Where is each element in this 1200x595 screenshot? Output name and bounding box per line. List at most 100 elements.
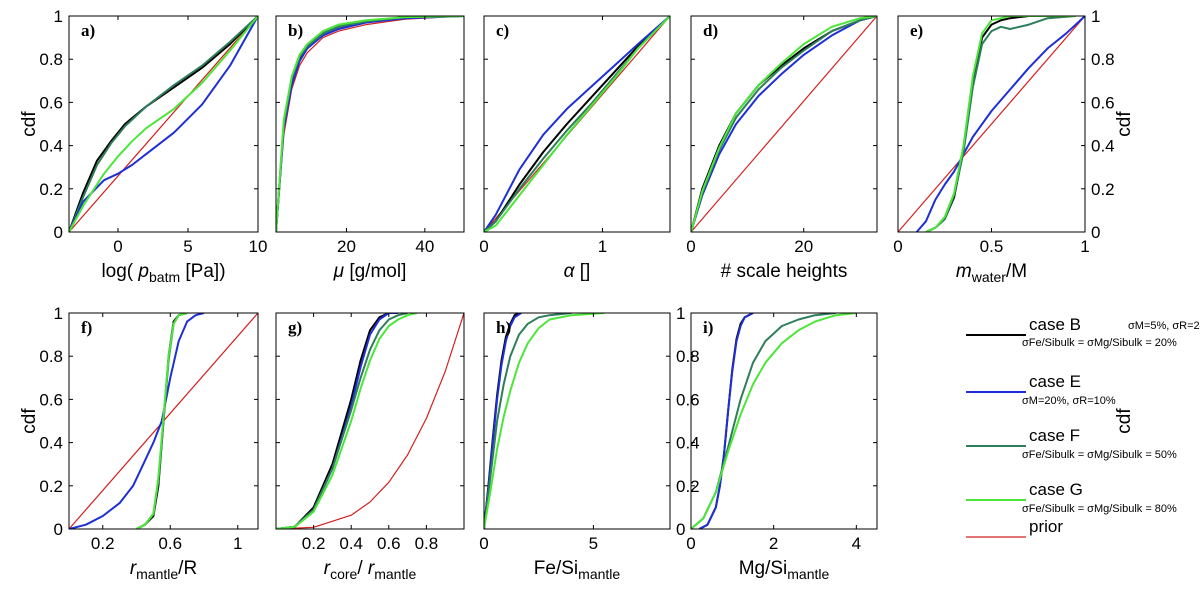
series-line-case_g (691, 16, 877, 232)
panel-label: a) (81, 21, 95, 40)
panel-frame (275, 312, 465, 530)
x-tick-label: 5 (589, 534, 598, 553)
legend-sublabel: σFe/Sibulk = σMg/Sibulk = 50% (1022, 449, 1177, 461)
y-axis-label: cdf (1114, 111, 1135, 137)
y-tick-label: 0 (54, 520, 63, 539)
legend-label: case G (1029, 480, 1083, 499)
y-tick-label: 0.4 (39, 434, 63, 453)
series-line-case_f (69, 16, 258, 232)
series-line-prior (898, 16, 1085, 232)
x-tick-label: 0.6 (158, 534, 182, 553)
x-axis-label-part: r (324, 558, 331, 579)
y-axis-label: cdf (1114, 408, 1135, 434)
x-tick-label: 1 (233, 534, 242, 553)
y-tick-label: 0.8 (39, 50, 63, 69)
x-axis-label-part: water (971, 269, 1007, 285)
x-tick-label: 0.2 (302, 534, 326, 553)
legend-sublabel: σFe/Sibulk = σMg/Sibulk = 80% (1022, 503, 1177, 515)
x-axis-label-part: r (130, 558, 137, 579)
y-tick-label: 0.4 (39, 137, 63, 156)
x-tick-label: 4 (852, 534, 861, 553)
panel-c: 0 1 c) α [] (479, 15, 671, 282)
series-line-case_e (484, 16, 670, 232)
x-axis-label: mwater/M (956, 261, 1027, 285)
y-tick-label: 0 (676, 520, 685, 539)
x-tick-label: 1 (1080, 237, 1089, 256)
y-tick-label: 0.8 (1091, 50, 1115, 69)
series-line-case_g (925, 16, 1076, 232)
legend-sublabel: σM=20%, σR=10% (1022, 395, 1116, 407)
legend-item-prior: prior (966, 517, 1063, 538)
y-tick-label: 0.6 (39, 93, 63, 112)
y-tick-label: 0.6 (1091, 93, 1115, 112)
y-tick-label: 0.2 (39, 180, 63, 199)
series-line-case_e (276, 313, 399, 529)
y-tick-label: 0.8 (676, 347, 700, 366)
x-tick-label: 20 (337, 237, 356, 256)
panel-series (898, 16, 1085, 232)
legend-item-case_g: case G σFe/Sibulk = σMg/Sibulk = 80% (966, 480, 1177, 515)
series-line-case_g (484, 16, 670, 232)
x-tick-label: 20 (794, 237, 813, 256)
x-axis-label-part: Mg/Si (739, 558, 788, 579)
x-tick-label: 0 (113, 237, 122, 256)
panel-frame (483, 15, 671, 233)
panel-frame (68, 15, 259, 233)
x-tick-label: 10 (249, 237, 268, 256)
panel-frame (690, 15, 878, 233)
series-line-case_b (925, 16, 1076, 232)
y-tick-label: 0.2 (39, 477, 63, 496)
x-axis-label-part: /R (178, 558, 197, 579)
x-axis-label-part: r (368, 558, 375, 579)
x-tick-label: 1 (598, 237, 607, 256)
x-axis-label-part: mantle (578, 566, 620, 582)
x-axis-label-part: core (330, 566, 357, 582)
panel-series (69, 313, 258, 529)
x-tick-label: 0.6 (377, 534, 401, 553)
series-line-case_e (915, 16, 1085, 232)
legend-label: case F (1029, 426, 1080, 445)
panel-d: 0 20 d) # scale heights (686, 15, 878, 282)
series-line-case_e (691, 16, 877, 232)
panel-frame (68, 312, 259, 530)
y-tick-label: 0.6 (676, 390, 700, 409)
legend-label: case E (1029, 372, 1081, 391)
y-tick-label: 0.4 (676, 434, 700, 453)
legend-sublabel: σM=5%, σR=2% (1128, 320, 1200, 332)
y-tick-label: 0 (54, 223, 63, 242)
panel-g: 0.2 0.4 0.6 0.8g)rcore/ rmantle (275, 312, 465, 582)
panel-frame (483, 312, 671, 530)
panel-label: f) (81, 318, 92, 337)
series-line-case_b (698, 313, 754, 529)
x-axis-label-part: / (357, 558, 368, 579)
x-axis-label-part: /M (1006, 261, 1027, 282)
series-line-case_b (276, 313, 399, 529)
x-tick-label: 0 (686, 237, 695, 256)
panel-label: h) (496, 318, 511, 337)
y-tick-label: 0 (1091, 223, 1100, 242)
legend-label: case B (1029, 315, 1081, 334)
panel-a: 0 5 10 0 0.2 0.4 0.6 0.8 1 a) log( pbatm [Pa]) (39, 7, 267, 285)
series-line-case_g (276, 16, 464, 232)
y-tick-label: 1 (54, 7, 63, 26)
legend-label: prior (1029, 517, 1063, 536)
y-tick-label: 1 (54, 304, 63, 323)
y-tick-label: 0.6 (39, 390, 63, 409)
x-axis-label-part: [Pa]) (180, 261, 225, 282)
legend-item-case_f: case F σFe/Sibulk = σMg/Sibulk = 50% (966, 426, 1177, 461)
series-line-case_g (136, 313, 188, 529)
x-axis-label: rcore/ rmantle (324, 558, 417, 582)
y-tick-label: 0.2 (1091, 180, 1115, 199)
panel-h: 0 5 0 0.2 0.4 0.6 0.8 1 h) Fe/Simantle (479, 304, 699, 582)
x-axis-label: μ [g/mol] (333, 261, 407, 282)
x-tick-label: 0 (479, 237, 488, 256)
series-line-prior (69, 16, 258, 232)
panel-series (484, 313, 605, 529)
y-tick-label: 0.4 (1091, 137, 1115, 156)
y-axis-label: cdf (19, 111, 40, 137)
x-tick-label: 5 (183, 237, 192, 256)
y-tick-label: 1 (1091, 7, 1100, 26)
x-axis-label-part: mantle (787, 566, 829, 582)
panel-label: d) (703, 21, 718, 40)
x-axis-label-part: α (564, 261, 576, 282)
